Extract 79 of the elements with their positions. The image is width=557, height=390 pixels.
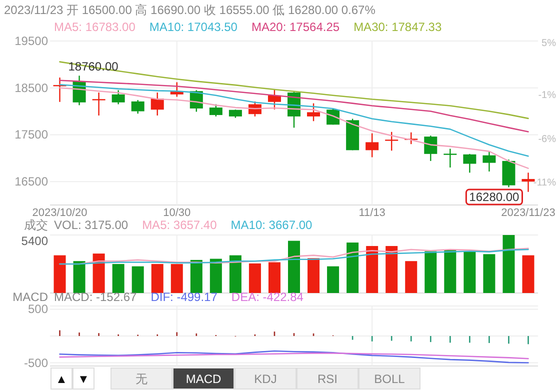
bar bbox=[73, 261, 86, 293]
bar bbox=[112, 264, 124, 293]
text: MACD: -152.67 bbox=[54, 290, 138, 304]
text: MACD bbox=[186, 372, 222, 386]
text: MA5: 3657.40 bbox=[142, 218, 218, 232]
bar bbox=[132, 266, 144, 293]
bar bbox=[190, 260, 202, 293]
text: MA10: 3667.00 bbox=[230, 218, 312, 232]
text: RSI bbox=[317, 372, 338, 386]
candlestick bbox=[170, 82, 184, 98]
text: BOLL bbox=[374, 372, 406, 386]
candlestick bbox=[424, 135, 438, 162]
y-tick-label: 19500 bbox=[14, 34, 48, 48]
text: MA30: 17847.33 bbox=[354, 20, 442, 34]
chart-title: 2023/11/23 开 16500.00 高 16690.00 收 16555.00 低 16280.00 0.67% bbox=[4, 3, 376, 17]
text: MA20: 17564.25 bbox=[251, 20, 340, 34]
candlestick bbox=[112, 90, 125, 105]
text: 5400 bbox=[21, 234, 48, 248]
y2-tick-label: 5% bbox=[542, 38, 556, 49]
bar bbox=[229, 255, 242, 293]
candlestick bbox=[307, 102, 320, 122]
bar bbox=[92, 254, 105, 293]
y2-tick-label: -11% bbox=[533, 177, 556, 188]
y-tick-label: -500 bbox=[24, 356, 48, 370]
y-tick-label: 18500 bbox=[14, 80, 48, 95]
text: DIF: -499.17 bbox=[150, 290, 218, 304]
line-series bbox=[59, 350, 529, 364]
text: DEA: -422.84 bbox=[231, 290, 304, 304]
candlestick bbox=[268, 88, 281, 110]
candlestick bbox=[366, 132, 379, 158]
bar bbox=[248, 263, 261, 293]
y-tick-label: 500 bbox=[28, 302, 48, 316]
text: 无 bbox=[136, 372, 148, 386]
candlestick bbox=[385, 131, 398, 152]
bar bbox=[522, 255, 534, 293]
candlestick bbox=[131, 99, 144, 114]
bar bbox=[424, 251, 437, 293]
bar bbox=[170, 264, 183, 293]
y-axis-title: MACD bbox=[12, 290, 48, 304]
y-axis-title: 成交 bbox=[24, 218, 48, 232]
y2-tick-label: -1% bbox=[538, 90, 556, 102]
x-tick-label: 11/13 bbox=[358, 207, 386, 219]
text: ▲ bbox=[56, 372, 68, 386]
annotation: 16280.00 bbox=[469, 190, 520, 204]
bar bbox=[444, 250, 456, 293]
bar bbox=[483, 254, 496, 293]
text: KDJ bbox=[254, 372, 277, 386]
bar bbox=[464, 252, 476, 293]
candlestick bbox=[444, 148, 457, 168]
bar bbox=[386, 246, 398, 293]
candlestick bbox=[209, 104, 222, 118]
candlestick bbox=[150, 92, 164, 116]
bar bbox=[54, 255, 66, 293]
bar bbox=[366, 246, 378, 293]
bar bbox=[210, 258, 222, 293]
y-tick-label: 17500 bbox=[14, 128, 48, 142]
bar bbox=[288, 240, 300, 293]
bar bbox=[327, 266, 340, 293]
line-series bbox=[59, 61, 529, 120]
bar bbox=[346, 242, 359, 293]
x-tick-label: 2023/11/23 bbox=[501, 207, 556, 219]
y-tick-label: 16500 bbox=[14, 174, 48, 189]
text: MA5: 16783.00 bbox=[54, 20, 136, 34]
x-tick-label: 10/30 bbox=[163, 207, 191, 219]
bar bbox=[308, 258, 320, 293]
candlestick bbox=[522, 172, 535, 192]
x-tick-label: 2023/10/20 bbox=[32, 207, 88, 219]
bar bbox=[268, 262, 280, 293]
candlestick bbox=[463, 153, 476, 174]
line-series bbox=[59, 80, 529, 132]
text: MA10: 17043.50 bbox=[149, 20, 238, 34]
bar bbox=[405, 261, 418, 293]
bar bbox=[151, 264, 164, 293]
candlestick bbox=[482, 150, 496, 172]
bar bbox=[502, 235, 515, 293]
candlestick bbox=[92, 92, 106, 116]
y2-tick-label: -6% bbox=[538, 134, 556, 145]
text: VOL: 3175.00 bbox=[54, 218, 128, 232]
text: ▼ bbox=[78, 372, 90, 386]
